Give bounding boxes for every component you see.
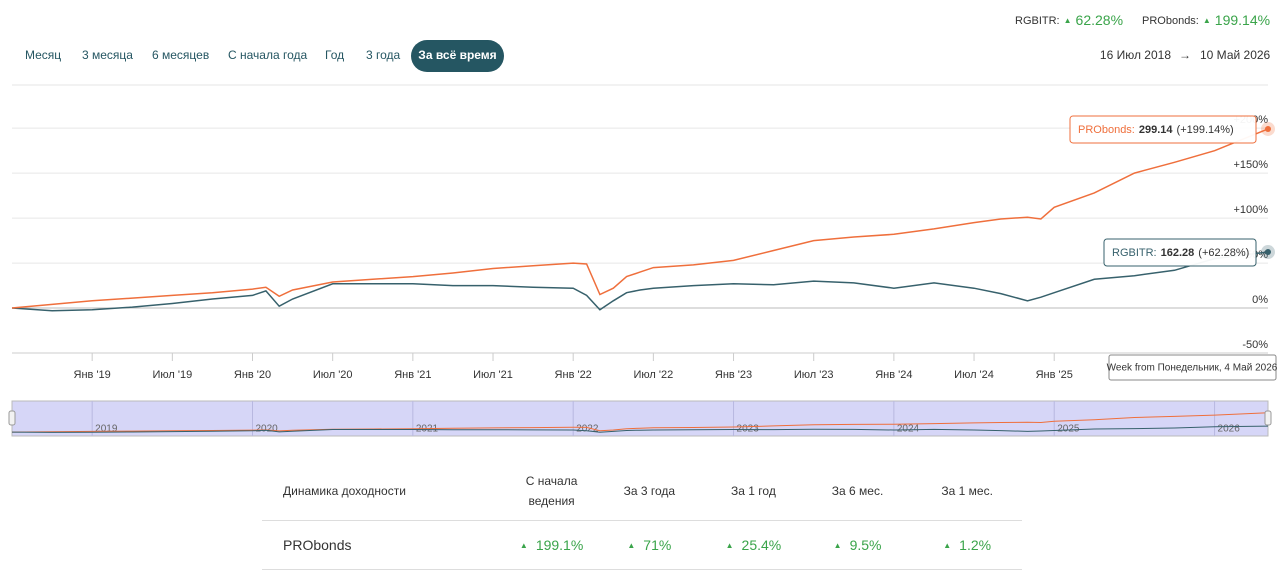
navigator-line	[11, 425, 1269, 433]
navigator-handle[interactable]	[1264, 410, 1272, 426]
period-button[interactable]: За всё время	[418, 48, 496, 62]
text-part: 62.28%	[1076, 12, 1123, 28]
navigator-tick-label: 2025	[1057, 424, 1080, 435]
y-tick-label: -50%	[1242, 339, 1268, 351]
x-tick-label: Июл '20	[313, 369, 353, 381]
return-cell: 9.5%	[802, 520, 913, 570]
index-summary: PRObonds: ▲ 199.14%	[1142, 12, 1270, 28]
tooltip-text: PRObonds: 299.14 (+199.14%)	[1078, 124, 1234, 136]
up-icon: ▲	[1203, 16, 1211, 25]
x-tick-label: Янв '22	[555, 369, 592, 381]
chart: RGBITR: ▲ 62.28% PRObonds: ▲ 199.14% Месяц 3 ме…	[8, 12, 1278, 437]
text-part: 299.14	[1139, 124, 1174, 136]
date-to: 10 Май 2026	[1200, 48, 1271, 62]
table-header: Динамика доходности С начала ведения За 3 …	[262, 462, 1022, 521]
navigator-tick-label: 2020	[256, 424, 279, 435]
return-cell: 199.1%	[508, 520, 595, 570]
x-tick-label: Янв '24	[875, 369, 912, 381]
column-header: Динамика доходности	[262, 462, 509, 521]
tooltip-box	[1069, 115, 1257, 144]
tooltip-box	[1103, 238, 1257, 267]
period-button[interactable]: 3 месяца	[82, 48, 133, 62]
y-tick-label: +150%	[1233, 159, 1268, 171]
x-tick-label: Июл '24	[954, 369, 994, 381]
date-from: 16 Июл 2018	[1100, 48, 1171, 62]
x-tick-label: Июл '23	[794, 369, 834, 381]
up-icon: ▲	[1064, 16, 1072, 25]
column-header: За 1 мес.	[912, 462, 1022, 521]
navigator-tick-label: 2022	[576, 424, 599, 435]
tooltip-text: RGBITR: 162.28 (+62.28%)	[1112, 247, 1249, 259]
navigator-handle[interactable]	[8, 410, 16, 426]
index-summary: RGBITR: ▲ 62.28%	[1015, 12, 1123, 28]
date-tooltip-box	[1108, 354, 1277, 381]
text-part: RGBITR:	[1015, 15, 1060, 27]
return-cell: 1.2%	[912, 520, 1022, 570]
period-button[interactable]: Год	[325, 48, 344, 62]
series-line	[11, 251, 1269, 312]
navigator-tick-label: 2024	[897, 424, 920, 435]
x-tick-label: Июл '19	[152, 369, 192, 381]
text-part: (+62.28%)	[1198, 247, 1249, 259]
navigator-tick-label: 2026	[1218, 424, 1241, 435]
date-arrow: →	[1179, 48, 1191, 62]
y-tick-label: +100%	[1233, 204, 1268, 216]
x-tick-label: Июл '22	[633, 369, 673, 381]
column-header: С начала ведения	[508, 462, 595, 521]
period-button[interactable]: Месяц	[25, 48, 61, 62]
return-cell: 25.4%	[704, 520, 803, 570]
navigator-tick-label: 2019	[95, 424, 118, 435]
x-tick-label: Янв '19	[74, 369, 111, 381]
navigator-line	[11, 412, 1269, 433]
period-button[interactable]: 3 года	[366, 48, 401, 62]
period-button[interactable]: С начала года	[228, 48, 307, 62]
x-tick-label: Янв '20	[234, 369, 271, 381]
column-header: За 3 года	[594, 462, 705, 521]
series-line	[11, 128, 1269, 309]
text-part: 199.14%	[1215, 12, 1270, 28]
returns-table: Динамика доходности С начала ведения За 3 …	[262, 462, 1022, 570]
return-cell: 71%	[594, 520, 705, 570]
period-button-active[interactable]	[411, 40, 504, 72]
table-row: PRObonds199.1%71%25.4%9.5%1.2%	[262, 520, 1022, 570]
x-tick-label: Янв '25	[1036, 369, 1073, 381]
x-tick-label: Янв '21	[394, 369, 431, 381]
text-part: 162.28	[1161, 247, 1195, 259]
text-part: PRObonds:	[1142, 15, 1199, 27]
row-label: PRObonds	[262, 520, 509, 570]
column-header: За 1 год	[704, 462, 803, 521]
date-tooltip: Week from Понедельник, 4 Май 2026	[1107, 363, 1278, 374]
column-header: За 6 мес.	[802, 462, 913, 521]
text-part: PRObonds:	[1078, 124, 1135, 136]
text-part: RGBITR:	[1112, 247, 1157, 259]
x-tick-label: Июл '21	[473, 369, 513, 381]
y-tick-label: 0%	[1252, 294, 1268, 306]
text-part: (+199.14%)	[1177, 124, 1234, 136]
period-button[interactable]: 6 месяцев	[152, 48, 209, 62]
x-tick-label: Янв '23	[715, 369, 752, 381]
end-point	[1265, 249, 1271, 256]
end-point	[1265, 125, 1271, 132]
